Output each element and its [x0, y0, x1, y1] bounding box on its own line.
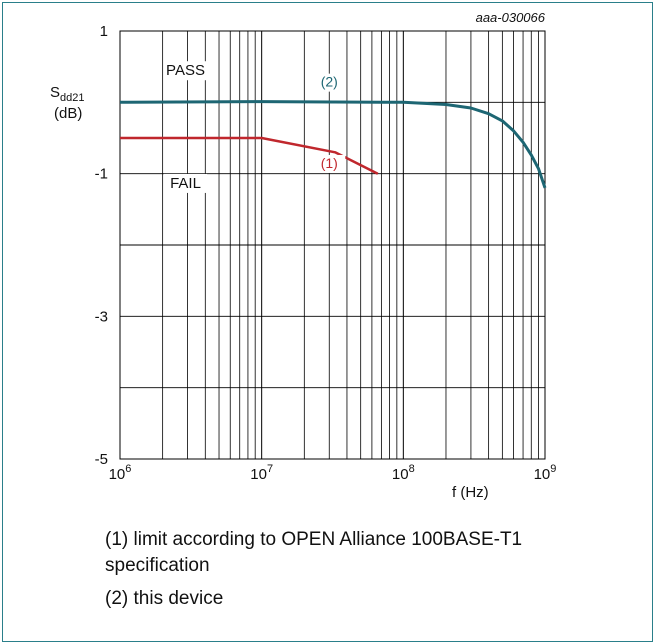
annotation-background — [163, 173, 208, 193]
y-axis-unit: (dB) — [54, 105, 82, 122]
y-axis-label-main: S — [50, 84, 60, 101]
y-axis-label-sub: dd21 — [60, 92, 84, 104]
caption-line-1: (1) limit according to OPEN Alliance 100… — [105, 529, 523, 550]
annotation-label: FAIL — [170, 175, 201, 192]
series-line-1 — [120, 136, 379, 175]
y-tick-label: -5 — [95, 451, 108, 468]
x-tick-label: 108 — [392, 463, 415, 483]
x-tick-label: 109 — [534, 463, 557, 483]
annotation-background — [163, 61, 208, 81]
annotation-label: (1) — [321, 155, 338, 171]
series-line-2 — [119, 100, 547, 189]
caption-line-2: specification — [105, 555, 210, 576]
x-tick-label: 107 — [250, 463, 273, 483]
series-group — [119, 100, 547, 189]
plot-area-border — [119, 30, 546, 460]
annotation-label: (2) — [321, 74, 338, 90]
annotation-background — [313, 73, 346, 92]
y-tick-label: -3 — [95, 308, 108, 325]
y-tick-label: 1 — [100, 23, 108, 40]
y-tick-label: -1 — [95, 166, 108, 183]
annotation-background — [313, 154, 346, 173]
annotations: PASS FAIL (2) (1) — [163, 61, 346, 193]
x-axis-label: f (Hz) — [452, 484, 489, 500]
grid — [119, 30, 545, 460]
figure-id: aaa-030066 — [476, 10, 546, 25]
y-axis-label: Sdd21 — [50, 84, 85, 104]
annotation-label: PASS — [166, 62, 205, 79]
caption-line-3: (2) this device — [105, 588, 224, 609]
x-tick-label: 106 — [109, 463, 132, 483]
